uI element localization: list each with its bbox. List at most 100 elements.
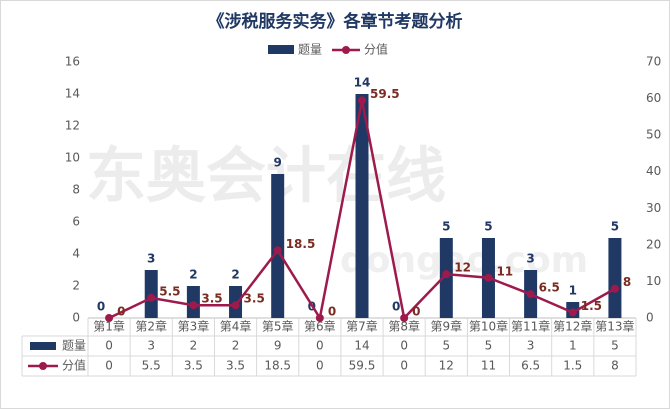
y2-tick-label: 0: [646, 311, 654, 325]
watermark: 东奥会计在线: [86, 142, 446, 212]
legend-swatch: [268, 45, 294, 54]
table-cell: 14: [354, 339, 369, 353]
line-value-label: 5.5: [159, 284, 180, 298]
table-cell: 0: [105, 359, 113, 373]
x-tick-label: 第3章: [178, 319, 210, 334]
bar-value-label: 9: [274, 156, 282, 170]
table-cell: 0: [400, 359, 408, 373]
bar-value-label: 14: [354, 76, 371, 90]
line-marker: [189, 301, 198, 310]
line-value-label: 18.5: [286, 237, 316, 251]
y-tick-label: 0: [72, 311, 80, 325]
bar-value-label: 2: [231, 268, 239, 282]
table-cell: 18.5: [264, 359, 291, 373]
line-value-label: 3.5: [201, 292, 222, 306]
table-cell: 5: [485, 339, 493, 353]
line-value-label: 8: [623, 275, 631, 289]
legend-label: 题量: [298, 43, 322, 57]
table-cell: 2: [232, 339, 240, 353]
table-key: [30, 342, 56, 350]
line-value-label: 0: [412, 305, 420, 319]
y-tick-label: 14: [65, 87, 80, 101]
bar-value-label: 3: [147, 252, 155, 266]
line-value-label: 6.5: [539, 281, 560, 295]
x-tick-label: 第10章: [469, 319, 508, 334]
legend-label: 分值: [364, 42, 388, 57]
y2-tick-label: 20: [646, 237, 661, 251]
table-cell: 3.5: [184, 359, 203, 373]
table-cell: 8: [611, 359, 619, 373]
bar-value-label: 1: [569, 284, 577, 298]
bar-value-label: 3: [526, 252, 534, 266]
x-tick-label: 第9章: [430, 319, 462, 334]
x-tick-label: 第4章: [220, 319, 252, 334]
x-tick-label: 第5章: [262, 319, 294, 334]
table-cell: 3: [527, 339, 535, 353]
line-marker: [358, 96, 366, 105]
y-tick-label: 2: [72, 279, 80, 293]
y-tick-label: 8: [72, 183, 80, 197]
bar-value-label: 0: [392, 300, 400, 314]
bar-value-label: 5: [484, 220, 492, 234]
line-marker: [273, 246, 282, 255]
line-marker: [484, 273, 493, 282]
table-cell: 59.5: [349, 359, 376, 373]
y2-tick-label: 60: [646, 91, 661, 105]
line-marker: [105, 314, 114, 322]
bar-value-label: 5: [611, 220, 619, 234]
bar: [608, 238, 622, 318]
x-tick-label: 第13章: [595, 319, 634, 334]
x-tick-label: 第7章: [346, 319, 378, 334]
bar-value-label: 5: [442, 220, 450, 234]
table-cell: 12: [439, 359, 454, 373]
table-cell: 11: [481, 359, 496, 373]
table-cell: 5: [611, 339, 619, 353]
table-cell: 0: [316, 359, 324, 373]
table-cell: 3: [147, 339, 155, 353]
line-marker: [400, 314, 409, 322]
x-tick-label: 第1章: [93, 319, 125, 334]
y2-tick-label: 40: [646, 164, 661, 178]
line-marker: [568, 308, 577, 317]
bar-value-label: 0: [97, 300, 105, 314]
table-cell: 1.5: [563, 359, 582, 373]
table-cell: 6.5: [521, 359, 540, 373]
y-tick-label: 12: [65, 119, 80, 133]
y-tick-label: 6: [72, 215, 80, 229]
y-tick-label: 16: [65, 55, 80, 69]
y2-tick-label: 70: [646, 55, 661, 69]
table-cell: 5: [442, 339, 450, 353]
y2-tick-label: 30: [646, 201, 661, 215]
line-marker: [315, 314, 324, 322]
table-cell: 1: [569, 339, 577, 353]
table-row-label: 题量: [62, 339, 86, 353]
table-cell: 2: [190, 339, 198, 353]
line-value-label: 3.5: [244, 292, 265, 306]
line-value-label: 11: [496, 264, 513, 278]
table-cell: 0: [400, 339, 408, 353]
y-tick-label: 4: [72, 247, 80, 261]
y2-tick-label: 50: [646, 128, 661, 142]
watermark-url: dongao.com: [340, 240, 588, 281]
table-cell: 0: [105, 339, 113, 353]
table-cell: 5.5: [142, 359, 161, 373]
line-marker: [147, 293, 156, 302]
x-tick-label: 第11章: [511, 319, 550, 334]
legend-swatch: [342, 46, 350, 54]
x-tick-label: 第2章: [135, 319, 167, 334]
line-value-label: 1.5: [581, 299, 602, 313]
bar: [355, 94, 369, 318]
x-tick-label: 第8章: [388, 319, 420, 334]
line-marker: [442, 270, 451, 279]
x-tick-label: 第6章: [304, 319, 336, 334]
line-value-label: 0: [117, 305, 125, 319]
bar-value-label: 2: [189, 268, 197, 282]
line-value-label: 59.5: [370, 87, 400, 101]
table-cell: 3.5: [226, 359, 245, 373]
y2-tick-label: 10: [646, 274, 661, 288]
table-cell: 0: [316, 339, 324, 353]
chart-title: 《涉税服务实务》各章节考题分析: [208, 11, 463, 32]
line-value-label: 12: [454, 261, 471, 275]
